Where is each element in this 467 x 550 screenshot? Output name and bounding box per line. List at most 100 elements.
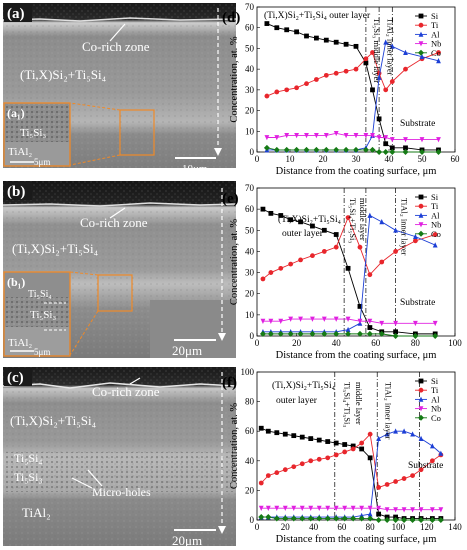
data-point bbox=[412, 333, 419, 339]
arrow-head bbox=[218, 333, 226, 341]
data-point bbox=[383, 39, 389, 45]
data-point bbox=[401, 507, 407, 513]
data-point bbox=[376, 116, 382, 122]
panel-tag: (a) bbox=[7, 6, 25, 22]
data-point bbox=[288, 316, 294, 322]
label-arrow bbox=[109, 207, 126, 219]
data-point bbox=[376, 135, 382, 141]
data-point bbox=[310, 223, 315, 229]
data-point bbox=[342, 449, 348, 455]
layer-annotation: Ti₅Si₃ middle layer bbox=[372, 18, 382, 83]
data-point bbox=[418, 467, 424, 473]
data-point bbox=[384, 517, 391, 523]
data-point bbox=[343, 68, 349, 74]
x-tick-label: 0 bbox=[255, 154, 260, 164]
data-point bbox=[429, 443, 435, 449]
layer-annotation: outer layer bbox=[282, 229, 324, 239]
data-point bbox=[298, 219, 303, 225]
data-point bbox=[268, 270, 274, 275]
data-point bbox=[413, 238, 418, 244]
data-point bbox=[393, 227, 398, 233]
data-point bbox=[437, 517, 444, 523]
data-point bbox=[324, 515, 331, 522]
data-point bbox=[353, 66, 359, 72]
data-point bbox=[393, 249, 398, 254]
data-point bbox=[274, 135, 280, 141]
data-point bbox=[304, 33, 309, 39]
data-point bbox=[375, 517, 382, 523]
data-point bbox=[309, 330, 316, 337]
data-point bbox=[304, 133, 309, 139]
data-point bbox=[350, 446, 356, 452]
data-point bbox=[393, 507, 398, 513]
data-point bbox=[299, 515, 306, 522]
y-tick-label: 100 bbox=[241, 367, 255, 377]
data-point bbox=[265, 428, 271, 434]
legend-label: Nb bbox=[431, 220, 441, 230]
data-point bbox=[429, 517, 436, 523]
inset-label: Ti₅Si₄ bbox=[28, 289, 52, 300]
data-point bbox=[418, 230, 424, 237]
sem-label: TiAl₂ bbox=[22, 505, 51, 520]
layer-annotation: TiAl₂ inner layer bbox=[400, 198, 410, 256]
data-point bbox=[413, 233, 418, 240]
x-tick-label: 40 bbox=[309, 522, 319, 532]
inset-scale-label: 5μm bbox=[34, 157, 50, 167]
data-point bbox=[403, 145, 408, 151]
layer-annotation: Ti₅Si₄+Ti₅Si₃ bbox=[343, 382, 353, 427]
y-tick-label: 60 bbox=[245, 204, 255, 214]
data-point bbox=[283, 146, 290, 153]
data-point bbox=[282, 431, 288, 437]
x-tick-label: 60 bbox=[451, 154, 461, 164]
data-point bbox=[432, 333, 439, 339]
data-point bbox=[418, 406, 424, 412]
inset-a1: (a₁) Ti₅Si₃ TiAl₂ 5μm bbox=[3, 102, 71, 167]
panel-tag-box bbox=[4, 4, 32, 22]
coating-edge bbox=[2, 382, 237, 389]
data-point bbox=[418, 396, 424, 402]
y-tick-label: 20 bbox=[245, 289, 255, 299]
data-point bbox=[369, 146, 376, 153]
data-point bbox=[258, 480, 264, 486]
layer-annotation: TiAl₂ inner layer bbox=[384, 382, 394, 440]
data-point bbox=[323, 72, 329, 78]
x-tick-label: 0 bbox=[255, 522, 260, 532]
data-point bbox=[429, 458, 435, 464]
data-point bbox=[333, 330, 340, 337]
data-point bbox=[384, 431, 390, 437]
inset-label: Ti₅Si₃ bbox=[30, 309, 56, 321]
data-point bbox=[308, 436, 314, 441]
data-point bbox=[376, 505, 382, 511]
data-point bbox=[343, 146, 350, 153]
data-point bbox=[410, 473, 415, 478]
y-tick-label: 0 bbox=[250, 147, 255, 157]
y-axis-label: Concentration, at. % bbox=[229, 403, 240, 490]
data-point bbox=[333, 316, 339, 322]
data-point bbox=[299, 461, 305, 467]
data-point bbox=[383, 141, 389, 147]
y-tick-label: 20 bbox=[245, 106, 255, 116]
x-tick-label: 40 bbox=[332, 338, 342, 348]
layer-annotation: outer layer bbox=[276, 396, 318, 406]
layer-annotation: Substrate bbox=[400, 298, 435, 308]
x-tick-label: 0 bbox=[255, 338, 260, 348]
data-point bbox=[260, 318, 266, 324]
data-point bbox=[308, 505, 314, 511]
data-point bbox=[278, 265, 284, 271]
data-point bbox=[418, 517, 425, 523]
data-point bbox=[363, 133, 369, 139]
data-point bbox=[321, 330, 328, 337]
data-point bbox=[359, 446, 365, 452]
zoom-connector bbox=[69, 154, 121, 166]
data-point bbox=[413, 320, 418, 327]
data-point bbox=[367, 212, 373, 218]
data-point bbox=[316, 437, 322, 443]
data-point bbox=[291, 505, 297, 511]
panel-tag-box bbox=[4, 182, 32, 200]
label-arrow bbox=[71, 477, 93, 489]
data-point bbox=[298, 257, 303, 263]
x-tick-label: 100 bbox=[448, 338, 462, 348]
data-point bbox=[418, 507, 424, 513]
data-point bbox=[363, 60, 369, 66]
data-point bbox=[333, 244, 339, 250]
